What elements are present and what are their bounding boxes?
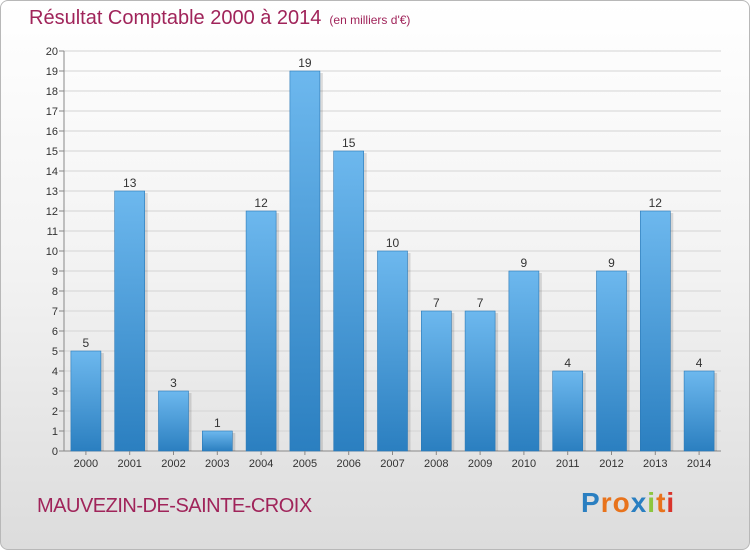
chart-title-text: Résultat Comptable 2000 à 2014 <box>29 7 322 29</box>
y-tick-label: 18 <box>46 86 58 98</box>
bar-2008 <box>420 310 452 452</box>
x-tick-label-2008: 2008 <box>424 458 448 470</box>
value-label-2003: 1 <box>214 416 221 430</box>
y-tick-label: 7 <box>52 306 58 318</box>
y-tick-label: 12 <box>46 206 58 218</box>
x-tick-label-2013: 2013 <box>643 458 667 470</box>
bar-2007 <box>377 250 408 452</box>
bar-2012 <box>596 270 627 452</box>
value-label-2002: 3 <box>170 376 177 390</box>
x-tick-label-2010: 2010 <box>512 458 536 470</box>
bar-2009 <box>464 310 496 452</box>
y-tick-label: 19 <box>46 66 58 78</box>
value-label-2004: 12 <box>254 196 268 210</box>
y-tick-label: 5 <box>52 346 58 358</box>
y-tick-label: 10 <box>46 246 58 258</box>
x-tick-label-2009: 2009 <box>468 458 492 470</box>
value-label-2010: 9 <box>521 256 528 270</box>
bar-2006 <box>333 150 365 452</box>
value-label-2012: 9 <box>608 256 615 270</box>
commune-name: MAUVEZIN-DE-SAINTE-CROIX <box>37 495 312 517</box>
bar-2003 <box>202 430 233 452</box>
y-tick-label: 6 <box>52 326 58 338</box>
x-tick-label-2007: 2007 <box>380 458 404 470</box>
x-tick-label-2001: 2001 <box>117 458 141 470</box>
x-tick-label-2003: 2003 <box>205 458 229 470</box>
value-label-2005: 19 <box>298 56 312 70</box>
y-tick-label: 3 <box>52 386 58 398</box>
value-label-2014: 4 <box>696 356 703 370</box>
y-tick-label: 14 <box>46 166 58 178</box>
value-label-2013: 12 <box>649 196 663 210</box>
logo-letter: x <box>630 487 648 518</box>
logo-letter: r <box>600 487 613 518</box>
y-tick-label: 13 <box>46 186 58 198</box>
y-tick-label: 9 <box>52 266 58 278</box>
y-tick-label: 11 <box>47 226 58 238</box>
x-tick-label-2011: 2011 <box>556 458 580 470</box>
bar-2014 <box>683 370 715 452</box>
y-tick-label: 17 <box>46 106 58 118</box>
y-tick-label: 16 <box>46 126 58 138</box>
value-label-2001: 13 <box>123 176 137 190</box>
value-label-2006: 15 <box>342 136 356 150</box>
x-tick-label-2006: 2006 <box>336 458 360 470</box>
y-tick-label: 4 <box>52 366 58 378</box>
bar-2002 <box>158 390 189 452</box>
logo-letter: i <box>647 487 657 518</box>
bar-2001 <box>114 190 145 452</box>
logo-letter: i <box>666 487 676 518</box>
bar-2010 <box>508 270 540 452</box>
logo-letter: o <box>612 487 631 518</box>
y-tick-label: 15 <box>46 146 58 158</box>
bar-2005 <box>289 70 321 452</box>
value-label-2007: 10 <box>386 236 400 250</box>
x-tick-label-2002: 2002 <box>161 458 185 470</box>
y-tick-label: 1 <box>52 426 58 438</box>
x-tick-label-2005: 2005 <box>293 458 317 470</box>
bar-2013 <box>639 210 671 452</box>
logo-letter: P <box>581 487 601 518</box>
proxiti-logo: Proxiti <box>581 487 675 519</box>
chart-subtitle: (en milliers d'€) <box>329 13 411 27</box>
y-tick-label: 0 <box>52 446 58 458</box>
logo-letter: t <box>656 487 667 518</box>
y-tick-label: 2 <box>52 406 58 418</box>
y-tick-label: 8 <box>52 286 58 298</box>
x-tick-label-2014: 2014 <box>687 458 711 470</box>
value-label-2000: 5 <box>83 336 90 350</box>
bar-2004 <box>245 210 277 452</box>
value-label-2009: 7 <box>477 296 484 310</box>
x-tick-label-2012: 2012 <box>599 458 623 470</box>
bar-2000 <box>70 350 102 452</box>
x-tick-label-2004: 2004 <box>249 458 273 470</box>
y-tick-label: 20 <box>46 46 58 58</box>
bar-2011 <box>552 370 584 452</box>
chart-title: Résultat Comptable 2000 à 2014 (en millie… <box>29 7 410 30</box>
x-tick-label-2000: 2000 <box>74 458 98 470</box>
value-label-2011: 4 <box>564 356 571 370</box>
value-label-2008: 7 <box>433 296 440 310</box>
